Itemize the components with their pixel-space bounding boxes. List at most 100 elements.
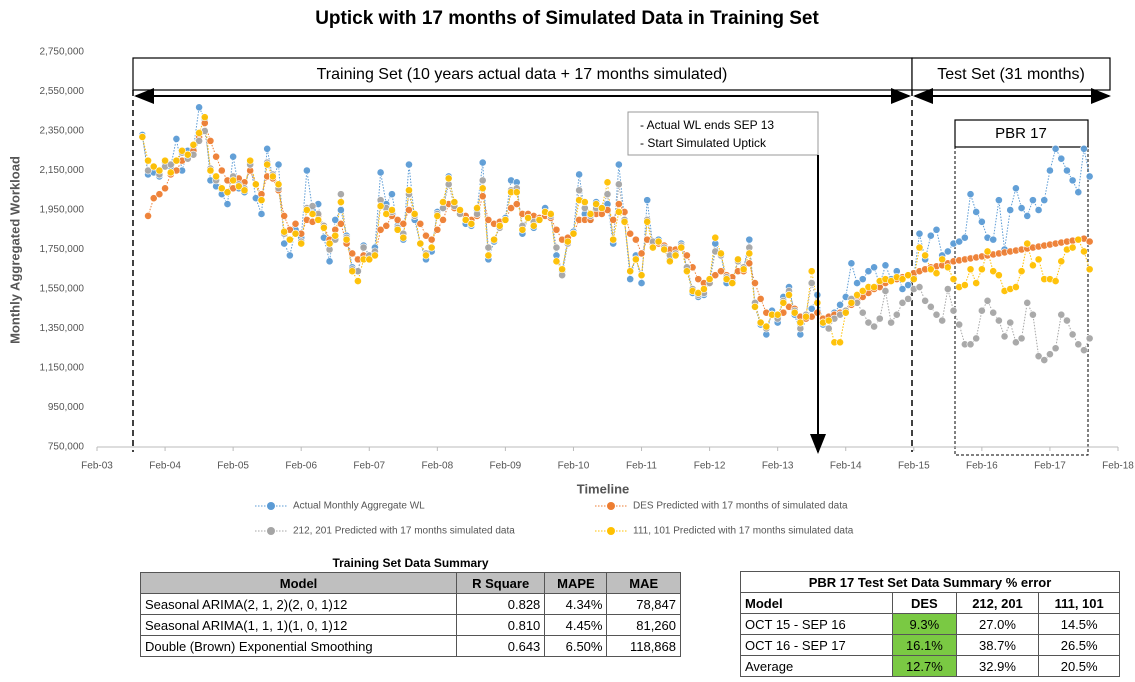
data-point	[614, 208, 623, 216]
data-point	[257, 210, 266, 218]
data-point	[172, 156, 181, 165]
data-point	[977, 217, 986, 226]
data-point	[342, 235, 351, 244]
data-point	[1080, 247, 1088, 256]
data-point	[824, 324, 833, 333]
data-point	[966, 265, 975, 274]
data-point	[563, 237, 572, 246]
data-point	[1017, 204, 1026, 212]
data-point	[422, 251, 430, 260]
table-cell: 38.7%	[955, 634, 1040, 656]
data-point	[405, 160, 413, 169]
data-point	[155, 190, 164, 199]
header-cell: 212, 201	[955, 592, 1040, 614]
data-point	[478, 176, 487, 185]
x-tick-label: Feb-12	[694, 461, 726, 472]
data-point	[972, 279, 981, 287]
data-point	[620, 217, 629, 226]
data-point	[631, 255, 640, 264]
data-point	[285, 235, 294, 244]
data-point	[983, 247, 992, 256]
legend-marker	[607, 502, 615, 510]
data-point	[518, 225, 527, 234]
data-point	[337, 219, 345, 228]
y-tick-label: 2,750,000	[40, 47, 85, 58]
data-point	[189, 140, 198, 149]
data-point	[495, 221, 504, 230]
data-point	[881, 287, 890, 295]
data-point	[195, 136, 203, 145]
data-point	[597, 204, 606, 212]
x-axis-title: Timeline	[577, 481, 630, 496]
table-cell: Double (Brown) Exponential Smoothing	[139, 635, 458, 657]
header-cell: R Square	[456, 572, 546, 594]
table-cell: 0.828	[456, 593, 546, 615]
data-point	[938, 316, 947, 325]
data-point	[393, 215, 402, 224]
table-row: OCT 15 - SEP 16 9.3% 27.0% 14.5%	[739, 613, 1120, 635]
data-point	[1034, 352, 1043, 361]
data-point	[609, 215, 618, 224]
data-point	[1080, 144, 1088, 153]
table-title: Training Set Data Summary	[332, 556, 489, 570]
legend-label: DES Predicted with 17 months of simulate…	[633, 501, 848, 512]
data-point	[796, 318, 805, 327]
pbr-range	[954, 146, 1089, 456]
data-point	[609, 235, 618, 244]
data-point	[274, 180, 283, 189]
header-cell: MAE	[606, 572, 681, 594]
table-cell: 118,868	[606, 635, 681, 657]
data-point	[751, 279, 759, 287]
data-point	[240, 186, 249, 195]
data-point	[251, 180, 260, 189]
data-point	[297, 239, 306, 248]
data-point	[399, 233, 408, 242]
data-point	[490, 235, 498, 244]
pbr-box	[954, 119, 1089, 148]
data-point	[717, 267, 725, 276]
data-point	[552, 257, 561, 266]
x-tick-label: Feb-08	[421, 461, 453, 472]
data-point	[870, 283, 878, 291]
data-point	[926, 231, 935, 240]
data-point	[314, 215, 323, 224]
training-label: Training Set (10 years actual data + 17 …	[317, 66, 728, 83]
data-point	[246, 156, 255, 165]
data-point	[847, 298, 856, 307]
x-tick-label: Feb-10	[558, 461, 590, 472]
data-point	[785, 291, 793, 299]
table-cell: 12.7%	[892, 655, 957, 677]
note-line: - Start Simulated Uptick	[640, 136, 767, 150]
data-point	[348, 249, 357, 258]
y-tick-label: 2,350,000	[40, 126, 85, 137]
data-point	[779, 298, 788, 307]
plot: 750,000 950,000 1,150,000 1,350,000 1,550,00…	[40, 47, 1135, 472]
test-table: PBR 17 Test Set Data Summary % error Mode…	[739, 571, 1120, 677]
table-cell: 4.45%	[544, 614, 608, 636]
data-point	[257, 196, 266, 205]
data-point	[654, 237, 663, 246]
data-point	[461, 215, 470, 224]
data-point	[665, 257, 674, 266]
data-point	[234, 182, 243, 191]
data-point	[853, 291, 861, 299]
x-tick-label: Feb-09	[490, 461, 522, 472]
data-point	[739, 265, 748, 274]
y-tick-label: 950,000	[48, 402, 85, 413]
x-tick-label: Feb-18	[1102, 461, 1134, 472]
table-cell: 78,847	[606, 593, 681, 615]
data-point	[1017, 334, 1026, 343]
data-point	[1080, 346, 1088, 355]
data-point	[1034, 255, 1043, 264]
data-point	[178, 146, 186, 155]
data-point	[700, 285, 708, 293]
header-cell: Model	[739, 592, 894, 614]
table-cell: 14.5%	[1038, 613, 1120, 635]
data-point	[898, 275, 907, 284]
data-point	[1063, 166, 1071, 175]
data-point	[614, 200, 623, 208]
table-title: PBR 17 Test Set Data Summary % error	[740, 571, 1120, 593]
data-point	[955, 237, 964, 246]
data-point	[1074, 188, 1083, 197]
